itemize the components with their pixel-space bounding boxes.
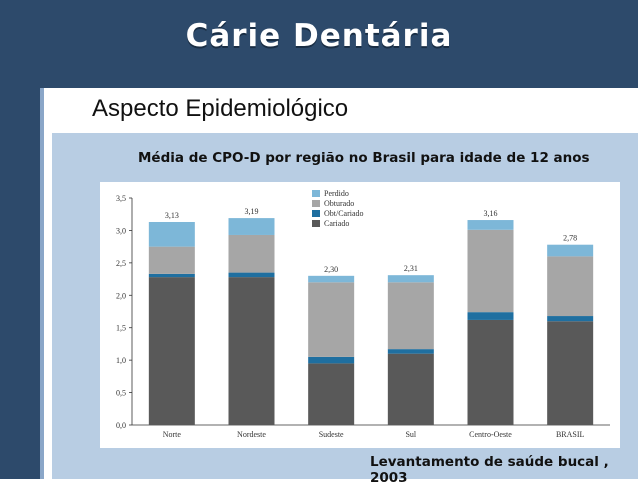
legend-swatch	[312, 190, 320, 197]
legend-label: Cariado	[324, 219, 349, 228]
bar-segment-obtcariado	[148, 273, 195, 278]
bar-segment-obtcariado	[308, 356, 355, 364]
x-tick-label: Sudeste	[319, 430, 344, 439]
bar-segment-obturado	[228, 234, 275, 273]
bar-segment-cariado	[467, 319, 514, 425]
bar-segment-perdido	[467, 220, 514, 230]
title-bar: Cárie Dentária	[0, 0, 638, 88]
y-tick-label: 2,0	[116, 291, 126, 300]
bar-segment-obturado	[387, 282, 434, 350]
x-tick-label: Centro-Oeste	[469, 430, 512, 439]
bar-segment-obturado	[547, 256, 594, 317]
stacked-bar-chart: 0,0 0,5 1,0 1,5 2,0 2,5 3,0 3,5 3,13 Norte 3,19 Nor…	[116, 189, 610, 439]
bar-segment-cariado	[387, 353, 434, 425]
chart-title: Média de CPO-D por região no Brasil para…	[138, 150, 590, 166]
x-tick-label: Sul	[405, 430, 416, 439]
source-caption: Levantamento de saúde bucal , 2003	[370, 454, 609, 486]
left-accent-line	[40, 88, 44, 479]
bar-segment-obtcariado	[387, 349, 434, 354]
bar-segment-cariado	[228, 277, 275, 425]
bar-segment-obturado	[467, 229, 514, 313]
x-tick-label: Nordeste	[237, 430, 266, 439]
y-tick-label: 0,0	[116, 421, 126, 430]
bar-total-label: 3,19	[245, 207, 259, 216]
left-decorative-bar	[0, 88, 40, 479]
slide-title: Cárie Dentária	[185, 18, 453, 54]
bar-segment-obtcariado	[228, 272, 275, 278]
bar-segment-perdido	[148, 221, 195, 247]
y-tick-label: 3,0	[116, 226, 126, 235]
y-tick-label: 0,5	[116, 389, 126, 398]
legend-swatch	[312, 200, 320, 207]
bar-total-label: 2,30	[324, 265, 338, 274]
y-tick-label: 1,0	[116, 356, 126, 365]
bar-segment-perdido	[547, 244, 594, 257]
legend-label: Obturado	[324, 199, 354, 208]
bar-segment-cariado	[148, 277, 195, 425]
bar-segment-obturado	[148, 246, 195, 274]
legend-label: Obt/Cariado	[324, 209, 364, 218]
bar-segment-cariado	[308, 363, 355, 425]
bar-segment-obturado	[308, 282, 355, 357]
bar-segment-obtcariado	[547, 316, 594, 322]
chart-area: 0,0 0,5 1,0 1,5 2,0 2,5 3,0 3,5 3,13 Norte 3,19 Nor…	[100, 182, 620, 448]
bar-segment-perdido	[228, 218, 275, 235]
x-tick-label: BRASIL	[556, 430, 585, 439]
bar-segment-obtcariado	[467, 312, 514, 320]
bar-segment-perdido	[308, 275, 355, 283]
bar-segment-perdido	[387, 275, 434, 283]
bar-total-label: 3,13	[165, 211, 179, 220]
legend-swatch	[312, 210, 320, 217]
y-tick-label: 2,5	[116, 259, 126, 268]
legend-label: Perdido	[324, 189, 349, 198]
y-tick-label: 1,5	[116, 324, 126, 333]
legend-swatch	[312, 220, 320, 227]
slide-subtitle: Aspecto Epidemiológico	[92, 95, 349, 122]
bar-segment-cariado	[547, 321, 594, 425]
bar-total-label: 3,16	[484, 209, 498, 218]
bar-total-label: 2,31	[404, 264, 418, 273]
x-tick-label: Norte	[163, 430, 182, 439]
bar-total-label: 2,78	[563, 234, 577, 243]
y-tick-label: 3,5	[116, 194, 126, 203]
